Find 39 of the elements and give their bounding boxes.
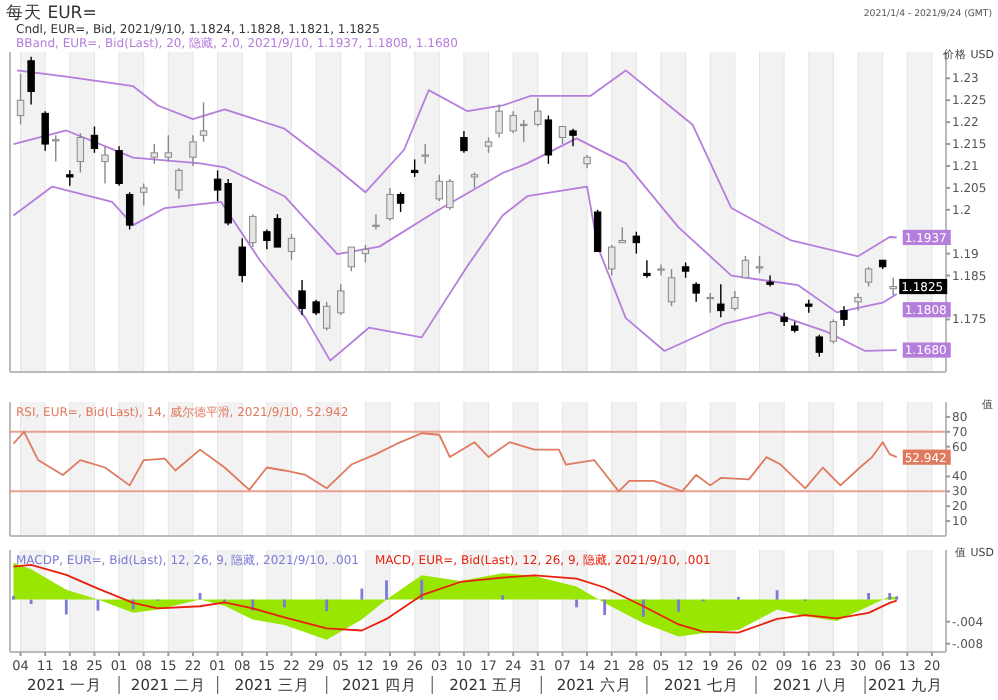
candlestick bbox=[495, 103, 503, 139]
candlestick bbox=[90, 125, 99, 154]
line-series bbox=[12, 185, 898, 362]
candlestick bbox=[692, 281, 700, 303]
candlestick bbox=[249, 213, 257, 248]
candlestick bbox=[125, 191, 134, 231]
candlestick bbox=[421, 143, 429, 165]
candlestick bbox=[864, 266, 873, 288]
candlestick bbox=[347, 246, 356, 272]
candlestick bbox=[815, 334, 824, 358]
candlestick bbox=[741, 255, 750, 279]
candlestick bbox=[643, 259, 651, 279]
candlestick bbox=[593, 209, 602, 253]
candlestick bbox=[322, 301, 331, 332]
candlestick bbox=[101, 145, 109, 185]
candlestick bbox=[238, 237, 246, 283]
candlestick bbox=[717, 283, 725, 318]
candlestick bbox=[66, 169, 74, 187]
candlestick bbox=[150, 143, 158, 165]
line-series bbox=[12, 430, 898, 493]
candlestick bbox=[41, 110, 49, 152]
candlestick bbox=[372, 213, 380, 231]
candlestick bbox=[766, 274, 774, 288]
candlestick bbox=[76, 132, 85, 174]
candlestick bbox=[52, 134, 60, 163]
candlestick bbox=[460, 130, 468, 154]
candlestick bbox=[298, 279, 306, 316]
candlestick bbox=[115, 145, 123, 187]
candlestick bbox=[199, 101, 208, 143]
candlestick bbox=[396, 191, 405, 213]
line-series bbox=[12, 129, 898, 314]
candlestick bbox=[27, 56, 35, 106]
candlestick bbox=[667, 268, 676, 307]
candlestick bbox=[632, 231, 641, 255]
candlestick bbox=[175, 167, 183, 200]
line-series bbox=[16, 69, 898, 258]
chart-title: 每天 EUR= bbox=[6, 2, 97, 24]
candlestick bbox=[544, 114, 553, 165]
candlestick bbox=[840, 305, 848, 327]
